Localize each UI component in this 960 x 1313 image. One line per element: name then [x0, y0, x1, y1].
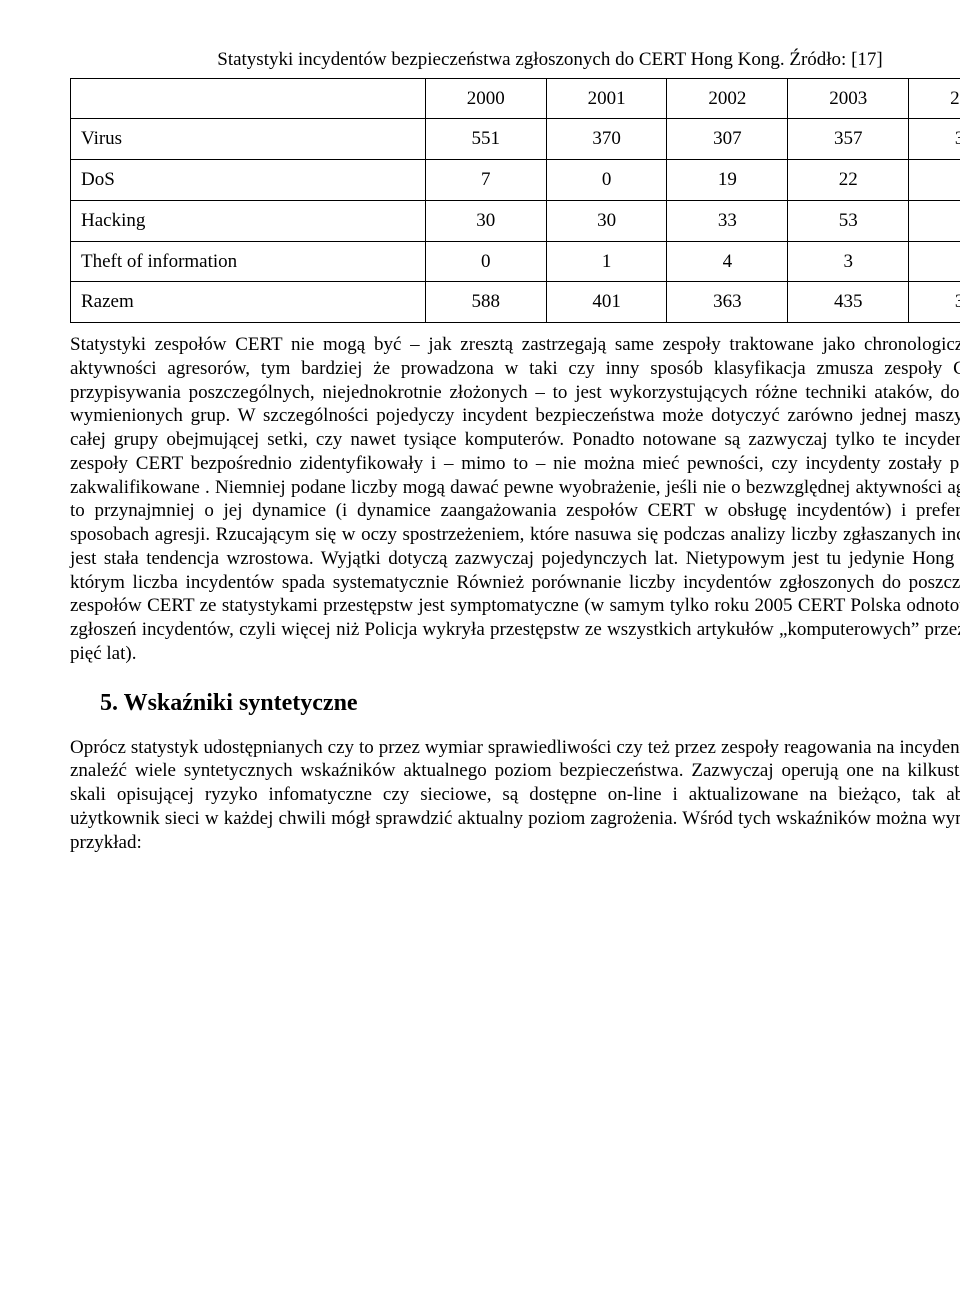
- table-cell: 401: [546, 282, 667, 323]
- table-header-cell: 2001: [546, 78, 667, 119]
- table-header-row: 2000 2001 2002 2003 2004: [71, 78, 960, 119]
- table-cell: 370: [546, 119, 667, 160]
- table-cell: Hacking: [71, 200, 426, 241]
- table-row: Razem 588 401 363 435 390: [71, 282, 960, 323]
- table-header-cell: 2004: [909, 78, 960, 119]
- table-cell: 3: [788, 241, 909, 282]
- table-cell: 16: [909, 200, 960, 241]
- table-cell: Theft of information: [71, 241, 426, 282]
- table-header-cell: 2000: [425, 78, 546, 119]
- table-cell: 69: [909, 160, 960, 201]
- table-caption: Statystyki incydentów bezpieczeństwa zgł…: [70, 48, 960, 72]
- table-header-cell: 2002: [667, 78, 788, 119]
- table-header-cell: [71, 78, 426, 119]
- table-label: Tabela 9: [70, 20, 960, 44]
- incidents-table: 2000 2001 2002 2003 2004 Virus 551 370 3…: [70, 78, 960, 324]
- table-cell: 588: [425, 282, 546, 323]
- table-cell: 4: [667, 241, 788, 282]
- table-cell: 22: [788, 160, 909, 201]
- table-cell: 551: [425, 119, 546, 160]
- table-cell: 363: [667, 282, 788, 323]
- table-cell: DoS: [71, 160, 426, 201]
- table-cell: 33: [667, 200, 788, 241]
- body-paragraph-2: Oprócz statystyk udostępnianych czy to p…: [70, 736, 960, 855]
- section-heading: 5. Wskaźniki syntetyczne: [100, 688, 960, 718]
- table-cell: 390: [909, 282, 960, 323]
- table-row: Hacking 30 30 33 53 16: [71, 200, 960, 241]
- table-cell: 30: [425, 200, 546, 241]
- table-row: Theft of information 0 1 4 3 0: [71, 241, 960, 282]
- table-cell: 7: [425, 160, 546, 201]
- table-cell: 53: [788, 200, 909, 241]
- table-cell: 305: [909, 119, 960, 160]
- table-cell: 1: [546, 241, 667, 282]
- table-cell: 0: [909, 241, 960, 282]
- table-cell: Virus: [71, 119, 426, 160]
- table-row: Virus 551 370 307 357 305: [71, 119, 960, 160]
- table-row: DoS 7 0 19 22 69: [71, 160, 960, 201]
- table-cell: 357: [788, 119, 909, 160]
- table-cell: 19: [667, 160, 788, 201]
- table-cell: 307: [667, 119, 788, 160]
- table-cell: 0: [546, 160, 667, 201]
- table-cell: 0: [425, 241, 546, 282]
- table-cell: 435: [788, 282, 909, 323]
- body-paragraph-1: Statystyki zespołów CERT nie mogą być – …: [70, 333, 960, 666]
- table-cell: Razem: [71, 282, 426, 323]
- table-header-cell: 2003: [788, 78, 909, 119]
- table-cell: 30: [546, 200, 667, 241]
